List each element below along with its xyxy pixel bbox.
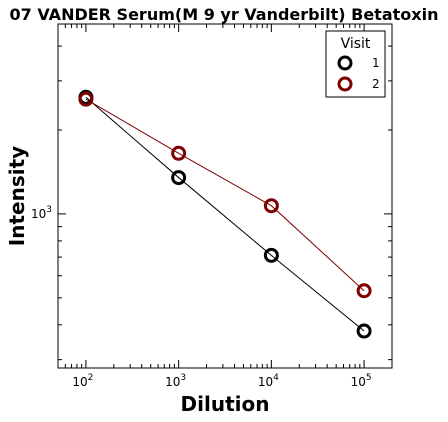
axis-ticks: 102 103 104 105 103 xyxy=(31,24,393,389)
x-tick-label: 102 xyxy=(72,373,93,389)
series-layer xyxy=(78,89,372,339)
series-1-line xyxy=(85,96,365,332)
legend-marker xyxy=(337,76,353,92)
x-axis-label: Dilution xyxy=(181,392,270,416)
legend-label: 2 xyxy=(372,77,380,91)
series-2-point xyxy=(78,91,94,107)
legend-label: 1 xyxy=(372,56,380,70)
y-axis-label: Intensity xyxy=(5,146,29,246)
legend-marker xyxy=(337,55,353,71)
series-2-point xyxy=(356,283,372,299)
x-tick-label: 105 xyxy=(351,373,372,389)
plot-area xyxy=(57,23,393,369)
legend-title: Visit xyxy=(341,36,371,52)
series-1-point xyxy=(263,247,279,263)
series-2-point xyxy=(263,198,279,214)
series-2-point xyxy=(171,145,187,161)
x-tick-label: 104 xyxy=(258,373,279,389)
legend: Visit 1 2 xyxy=(325,30,386,98)
x-tick-label: 103 xyxy=(165,373,186,389)
legend-box xyxy=(325,30,386,98)
series-2-line xyxy=(85,98,365,292)
y-tick-label: 103 xyxy=(31,205,52,221)
chart-title: 07 VANDER Serum(M 9 yr Vanderbilt) Betat… xyxy=(10,5,439,24)
series-1-point xyxy=(356,323,372,339)
series-1-point xyxy=(171,170,187,186)
